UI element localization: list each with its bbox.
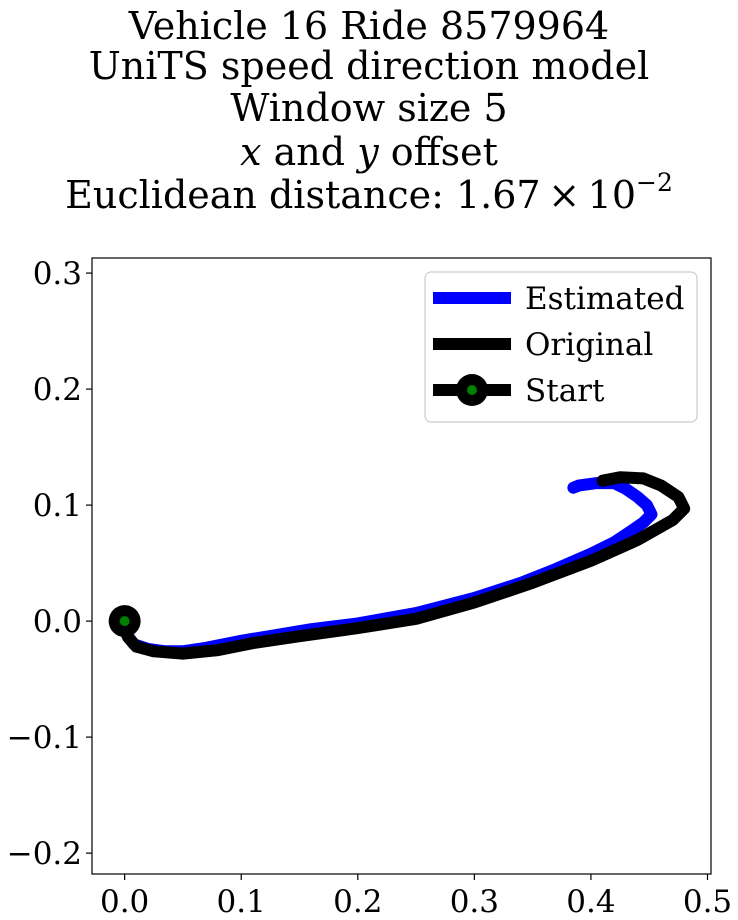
title-line-3: Window size 5 xyxy=(230,86,508,130)
series-line-original xyxy=(118,471,691,660)
title-line-1: Vehicle 16 Ride 8579964 xyxy=(128,4,610,48)
y-tick-label: 0.0 xyxy=(33,604,82,640)
y-axis: −0.2 −0.1 0.0 0.1 0.2 0.3 xyxy=(7,256,92,872)
title-line-5: Euclidean distance: 1.67 × 10−2 xyxy=(0,168,738,223)
title-distance-prefix: Euclidean distance: xyxy=(65,173,456,217)
title-line-2: UniTS speed direction model xyxy=(88,44,650,88)
y-tick-label: 0.2 xyxy=(33,372,82,408)
y-tick-label: −0.2 xyxy=(7,836,82,872)
title-distance-times: × xyxy=(548,173,581,217)
y-tick-label: 0.3 xyxy=(33,256,82,292)
legend-label-start: Start xyxy=(525,373,605,409)
x-axis: 0.0 0.1 0.2 0.3 0.4 0.5 xyxy=(100,874,732,920)
x-tick-label: 0.5 xyxy=(683,884,732,920)
title-distance-base: 10 xyxy=(587,173,636,217)
x-tick-label: 0.3 xyxy=(450,884,499,920)
x-tick-label: 0.2 xyxy=(333,884,382,920)
title-and-text: and xyxy=(273,130,346,174)
title-distance-mantissa: 1.67 xyxy=(456,173,541,217)
legend-label-estimated: Estimated xyxy=(525,281,684,317)
legend-label-original: Original xyxy=(525,327,653,363)
title-offset-text: offset xyxy=(390,130,498,174)
start-marker-inner xyxy=(119,616,130,627)
x-tick-label: 0.0 xyxy=(100,884,149,920)
y-tick-label: 0.1 xyxy=(33,488,82,524)
legend: Estimated Original Start xyxy=(424,271,698,423)
title-y-variable: y xyxy=(357,130,379,174)
x-tick-label: 0.1 xyxy=(217,884,266,920)
x-tick-label: 0.4 xyxy=(566,884,615,920)
plot-frame xyxy=(91,257,712,875)
legend-start-marker-inner xyxy=(467,385,477,395)
title-line-4: x and y offset xyxy=(0,129,738,175)
title-distance-exponent: −2 xyxy=(636,168,673,197)
title-x-variable: x xyxy=(240,130,262,174)
y-tick-label: −0.1 xyxy=(7,720,82,756)
series-layer xyxy=(108,471,691,660)
